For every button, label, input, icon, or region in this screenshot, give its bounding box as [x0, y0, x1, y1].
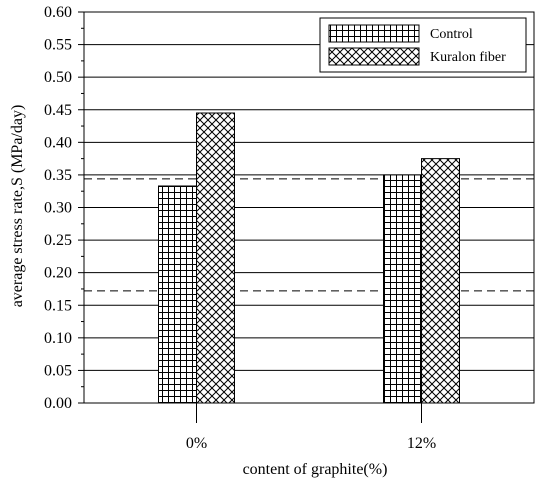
- y-tick-label: 0.05: [44, 362, 72, 379]
- y-tick-label: 0.10: [44, 330, 72, 347]
- y-tick-label: 0.40: [44, 134, 72, 151]
- y-tick-label: 0.55: [44, 37, 72, 54]
- x-tick-label: 12%: [407, 435, 436, 452]
- y-tick-label: 0.35: [44, 167, 72, 184]
- reference-lines: [84, 178, 534, 292]
- tick-labels: 0.00 0.05 0.10 0.15 0.20 0.25 0.30 0.35 0.40 0.45…: [44, 4, 436, 452]
- bar-control: [383, 174, 422, 404]
- y-tick-label: 0.15: [44, 297, 72, 314]
- bars: [158, 112, 460, 404]
- y-tick-label: 0.25: [44, 232, 72, 249]
- legend-swatch-kuralon-fiber: [328, 47, 420, 66]
- y-tick-label: 0.50: [44, 69, 72, 86]
- legend-label-kuralon-fiber: Kuralon fiber: [430, 50, 506, 65]
- bar-kuralon-fiber: [421, 158, 460, 404]
- axes: [78, 11, 535, 423]
- x-tick-label: 0%: [186, 435, 207, 452]
- bar-kuralon-fiber: [196, 112, 235, 404]
- bar-control: [158, 185, 197, 404]
- plot-frame: [83, 11, 535, 404]
- y-tick-label: 0.60: [44, 4, 72, 21]
- legend: Control Kuralon fiber: [319, 17, 527, 73]
- x-axis-title: content of graphite(%): [243, 461, 388, 478]
- y-tick-label: 0.45: [44, 102, 72, 119]
- y-tick-label: 0.20: [44, 265, 72, 282]
- y-tick-label: 0.30: [44, 200, 72, 217]
- legend-swatch-control: [328, 24, 420, 43]
- legend-label-control: Control: [430, 27, 473, 42]
- y-tick-label: 0.00: [44, 395, 72, 412]
- y-axis-title: average stress rate,S (MPa/day): [9, 105, 26, 308]
